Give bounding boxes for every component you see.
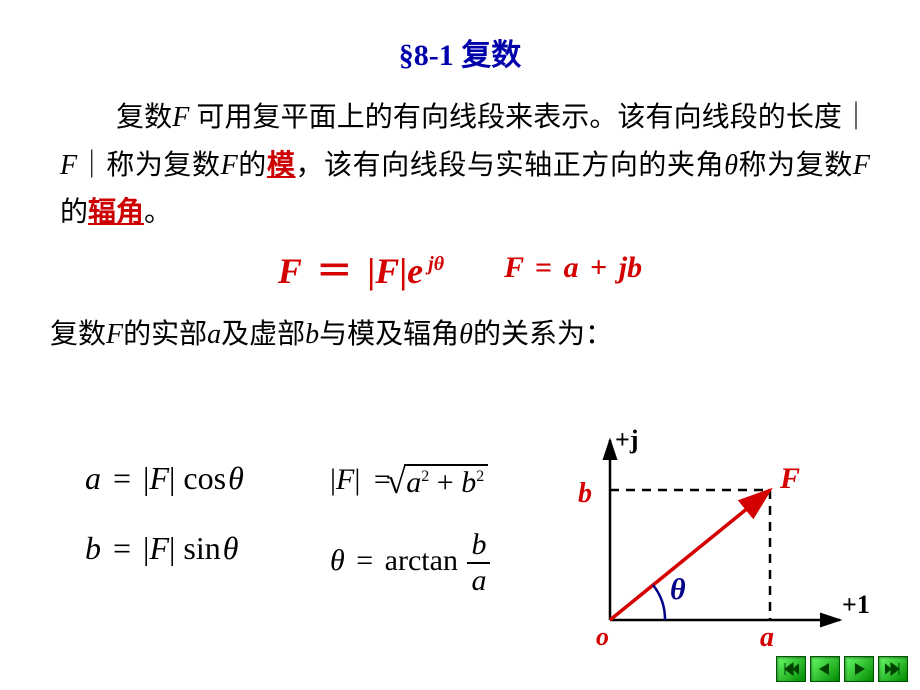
label-F: F — [780, 462, 800, 496]
var-theta: θ — [724, 150, 738, 181]
vector-F — [610, 490, 770, 620]
var-F: F — [60, 150, 77, 181]
text: 的 — [238, 150, 267, 181]
text: 。 — [144, 197, 172, 228]
var-F: F — [853, 150, 870, 181]
formula-row: F ＝ |F|e jθ F = a + jb — [0, 242, 920, 294]
label-plus-1: +1 — [842, 590, 870, 620]
text: ，该有向线段与实轴正方向的夹角 — [295, 150, 724, 181]
sub-paragraph: 复数F的实部a及虚部b与模及辐角θ的关系为： — [0, 294, 920, 356]
angle-arc — [653, 585, 665, 620]
nav-prev-button[interactable] — [810, 656, 840, 682]
text: 复数 — [116, 102, 172, 133]
var-F: F — [221, 150, 238, 181]
text: 可用复平面上的有向线段来表示。该有向线段的长度｜ — [189, 102, 870, 133]
main-paragraph: 复数F 可用复平面上的有向线段来表示。该有向线段的长度｜F｜称为复数F的模，该有… — [0, 74, 920, 237]
diagram-svg — [570, 430, 880, 660]
text: ｜称为复数 — [77, 150, 220, 181]
label-b: b — [578, 478, 592, 510]
formula-exponential: F ＝ |F|e jθ — [278, 242, 444, 294]
term-modulus: 模 — [267, 150, 296, 181]
equation-modulus: |F| = √ a2 + b2 — [330, 463, 488, 500]
text: 称为复数 — [738, 150, 853, 181]
nav-buttons — [776, 656, 908, 682]
formula-rectangular: F = a + jb — [504, 251, 642, 285]
nav-next-button[interactable] — [844, 656, 874, 682]
label-theta: θ — [670, 573, 686, 607]
complex-plane-diagram: +j +1 F b a o θ — [570, 430, 880, 660]
nav-last-button[interactable] — [878, 656, 908, 682]
nav-first-button[interactable] — [776, 656, 806, 682]
section-title: §8-1 复数 — [260, 0, 660, 74]
text: 的 — [60, 197, 88, 228]
equation-b: b = |F| sinθ — [85, 530, 238, 567]
equation-argument: θ = arctan b a — [330, 530, 490, 596]
equation-a: a = |F| cosθ — [85, 460, 244, 497]
label-plus-j: +j — [615, 425, 638, 455]
var-F: F — [172, 102, 189, 133]
label-a: a — [760, 622, 774, 654]
term-argument: 辐角 — [88, 197, 144, 228]
label-origin: o — [596, 622, 609, 652]
